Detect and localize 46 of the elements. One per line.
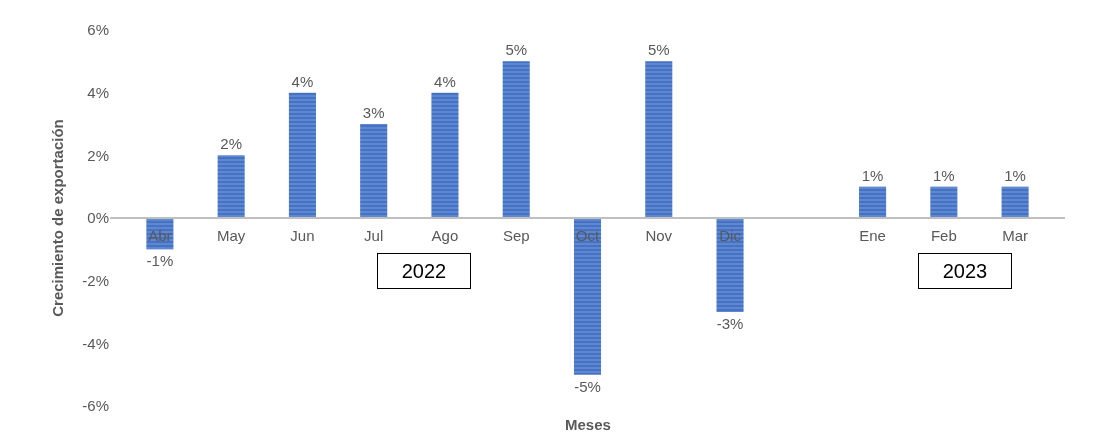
x-tick-label: Jun	[290, 227, 315, 244]
data-label: 3%	[362, 104, 385, 121]
bar	[431, 92, 459, 218]
y-tick-label: -6%	[82, 397, 109, 415]
data-label: 5%	[647, 41, 670, 59]
y-tick-label: 0%	[87, 209, 109, 227]
data-label: 2%	[220, 135, 242, 153]
bar	[859, 186, 887, 218]
data-label: 1%	[861, 166, 884, 184]
y-tick-label: 2%	[87, 146, 109, 164]
bar	[716, 218, 744, 312]
bar	[1001, 186, 1029, 218]
data-label: 5%	[505, 41, 528, 59]
bar	[645, 61, 673, 218]
x-tick-label: Oct	[575, 227, 600, 244]
bar	[360, 124, 388, 218]
bar	[573, 218, 602, 375]
y-tick-label: -4%	[82, 334, 109, 352]
x-tick-label: Feb	[930, 227, 957, 244]
x-tick-label: Sep	[502, 227, 530, 244]
data-label: -5%	[574, 377, 601, 395]
x-tick-label: Ago	[431, 227, 459, 244]
bar	[502, 61, 530, 218]
y-tick-label: 6%	[87, 21, 109, 39]
bar	[288, 92, 316, 218]
bar	[217, 155, 245, 218]
data-label: 1%	[1004, 166, 1026, 184]
x-tick-label: Nov	[645, 227, 673, 244]
data-label: 4%	[291, 72, 314, 90]
x-tick-label: Jul	[364, 227, 384, 244]
data-label: -3%	[716, 315, 744, 332]
annotation: 2023	[942, 260, 988, 282]
data-label: 4%	[434, 72, 456, 90]
y-tick-label: -2%	[82, 271, 109, 289]
x-tick-label: Ene	[859, 227, 886, 244]
y-axis-title: Crecimiento de exportación	[48, 119, 66, 317]
x-tick-label: May	[216, 227, 246, 244]
bar	[930, 186, 958, 218]
data-label: 1%	[933, 166, 955, 184]
y-tick-label: 4%	[87, 83, 109, 101]
x-tick-label: Dic	[719, 227, 742, 244]
annotation: 2022	[401, 260, 447, 282]
x-tick-label: Mar	[1002, 227, 1029, 244]
data-label: -1%	[146, 252, 174, 270]
x-tick-label: Abr	[148, 227, 172, 244]
x-axis-title: Meses	[565, 416, 611, 433]
